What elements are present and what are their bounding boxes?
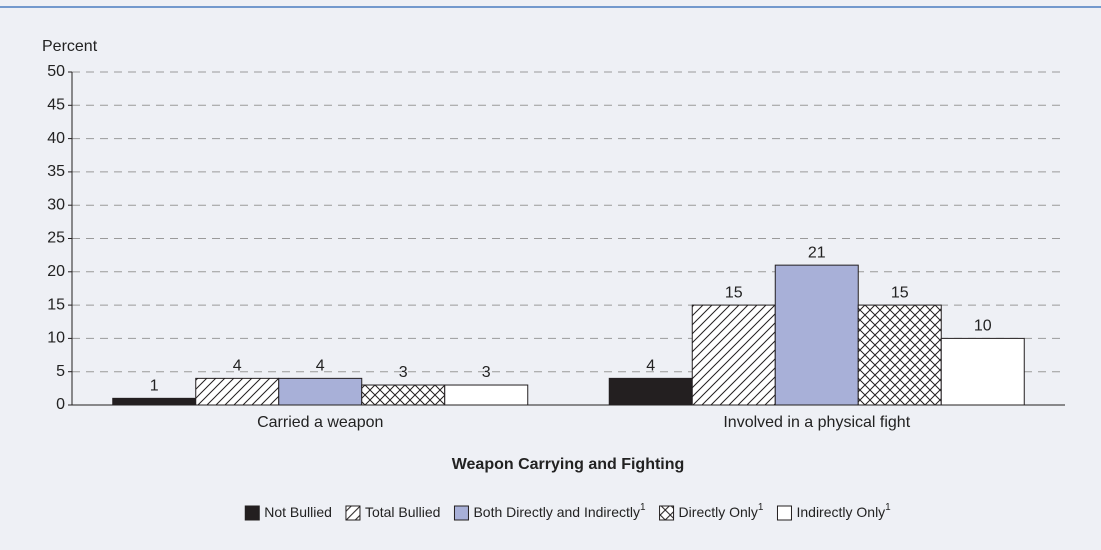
- bar: [857, 304, 942, 406]
- legend-swatch: [659, 505, 675, 521]
- bar: [691, 304, 776, 406]
- y-tick-label: 40: [47, 130, 65, 147]
- legend-name: Indirectly Only: [796, 504, 885, 520]
- data-label: 4: [316, 358, 325, 375]
- data-label: 15: [891, 284, 909, 301]
- legend: Not Bullied Total Bullied Both Directly an…: [244, 502, 891, 521]
- y-tick-label: 20: [47, 263, 65, 280]
- bar: [444, 384, 529, 406]
- data-label: 3: [399, 364, 408, 381]
- y-tick-label: 25: [47, 230, 65, 247]
- legend-name: Both Directly and Indirectly: [473, 504, 640, 520]
- legend-label: Total Bullied: [365, 504, 441, 520]
- data-label: 15: [725, 284, 743, 301]
- y-tick-label: 30: [47, 196, 65, 213]
- data-label: 1: [150, 378, 159, 395]
- legend-label: Both Directly and Indirectly1: [473, 502, 646, 520]
- y-tick-label: 15: [47, 296, 65, 313]
- y-tick-label: 5: [56, 363, 65, 380]
- bar: [278, 377, 363, 406]
- x-tick-label: Involved in a physical fight: [723, 414, 910, 431]
- x-tick-label: Carried a weapon: [257, 414, 383, 431]
- legend-name: Total Bullied: [365, 504, 441, 520]
- legend-name: Directly Only: [679, 504, 758, 520]
- x-axis-title: Weapon Carrying and Fighting: [452, 456, 685, 473]
- bar: [940, 337, 1025, 406]
- legend-note: 1: [758, 502, 764, 513]
- bar: [361, 384, 446, 406]
- y-axis-label: Percent: [42, 38, 98, 55]
- legend-swatch: [453, 505, 469, 521]
- legend-label: Directly Only1: [679, 502, 764, 520]
- legend-label: Not Bullied: [264, 504, 332, 520]
- data-label: 4: [646, 358, 655, 375]
- bar: [774, 264, 859, 406]
- data-label: 4: [233, 358, 242, 375]
- legend-note: 1: [640, 502, 646, 513]
- data-label: 10: [974, 318, 992, 335]
- y-tick-label: 10: [47, 330, 65, 347]
- legend-swatch: [244, 505, 260, 521]
- legend-name: Not Bullied: [264, 504, 332, 520]
- bar: [195, 377, 280, 406]
- legend-note: 1: [885, 502, 891, 513]
- y-tick-label: 35: [47, 163, 65, 180]
- bar: [608, 377, 693, 406]
- legend-swatch: [345, 505, 361, 521]
- y-tick-label: 50: [47, 63, 65, 80]
- data-label: 21: [808, 244, 826, 261]
- y-tick-label: 45: [47, 97, 65, 114]
- y-tick-label: 0: [56, 396, 65, 413]
- legend-label: Indirectly Only1: [796, 502, 891, 520]
- data-label: 3: [482, 364, 491, 381]
- bar: [112, 397, 197, 406]
- legend-swatch: [776, 505, 792, 521]
